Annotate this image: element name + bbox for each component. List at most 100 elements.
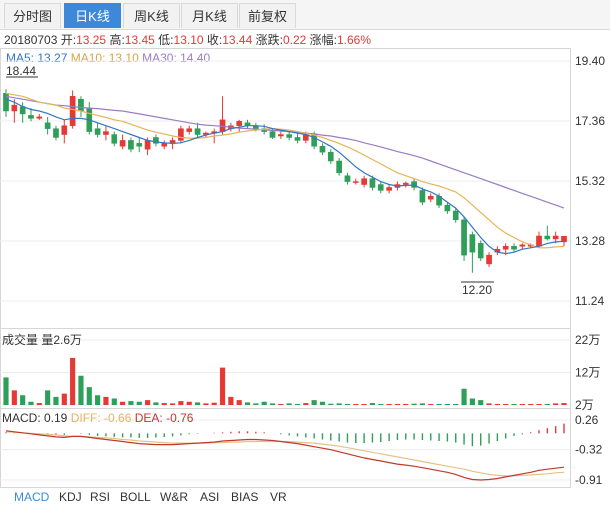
candle-body xyxy=(361,178,367,185)
candle xyxy=(419,187,426,206)
candle xyxy=(369,175,376,191)
candle-body xyxy=(153,137,159,144)
candle-body xyxy=(28,115,34,119)
ind-tab-wr[interactable]: W&R xyxy=(160,490,188,504)
volume-bar xyxy=(161,403,167,405)
tab-daily-k[interactable]: 日K线 xyxy=(64,3,121,28)
info-close: 13.44 xyxy=(222,33,253,47)
candle xyxy=(511,243,517,253)
candle-body xyxy=(511,246,517,250)
ind-tab-rsi[interactable]: RSI xyxy=(90,490,111,504)
volume-bar xyxy=(219,367,226,405)
candle-body xyxy=(477,243,484,259)
volume-bars xyxy=(3,357,567,405)
candle xyxy=(219,96,226,135)
volume-bar xyxy=(86,387,92,405)
info-close-label: 收: xyxy=(206,33,223,47)
candle xyxy=(236,119,243,132)
candle xyxy=(186,125,193,135)
volume-bar xyxy=(303,403,309,405)
price-tick-label: 17.36 xyxy=(575,114,605,128)
candle-body xyxy=(94,128,101,135)
volume-bar xyxy=(386,404,392,405)
candle xyxy=(153,134,159,147)
candle-body xyxy=(111,134,118,144)
candle-body xyxy=(194,128,201,135)
info-low-label: 低: xyxy=(158,33,174,47)
ind-tab-bias[interactable]: BIAS xyxy=(231,490,259,504)
candle xyxy=(119,134,126,150)
candle xyxy=(336,158,342,176)
candle xyxy=(477,240,484,261)
volume-bar xyxy=(494,404,500,405)
volume-bar xyxy=(53,396,59,405)
candle-body xyxy=(544,235,551,240)
volume-bar xyxy=(561,403,567,405)
volume-bar xyxy=(403,404,409,405)
tab-weekly-k[interactable]: 周K线 xyxy=(123,3,180,28)
candle-body xyxy=(278,134,284,137)
ind-tab-asi[interactable]: ASI xyxy=(200,490,220,504)
info-pct-label: 涨幅: xyxy=(309,33,337,47)
candle xyxy=(86,102,93,135)
volume-bar xyxy=(28,401,34,405)
candle-body xyxy=(178,128,184,141)
volume-bar xyxy=(278,404,284,405)
candle xyxy=(136,137,143,153)
volume-bar xyxy=(503,404,509,405)
moving-average-lines xyxy=(5,92,565,255)
candle xyxy=(344,172,351,185)
volume-bar xyxy=(70,357,76,405)
volume-bar xyxy=(519,404,525,405)
candle-body xyxy=(536,235,542,247)
candle-body xyxy=(61,125,68,135)
candle xyxy=(444,202,451,214)
info-low: 13.10 xyxy=(173,33,204,47)
volume-bar xyxy=(36,403,42,405)
volume-bar xyxy=(511,404,517,405)
candle-body xyxy=(344,175,351,182)
candle-body xyxy=(286,134,292,138)
candle xyxy=(469,231,476,273)
ma5-line xyxy=(5,98,565,255)
volume-bar xyxy=(353,404,359,405)
candle-body xyxy=(186,128,193,132)
candle xyxy=(319,143,326,156)
volume-bar xyxy=(236,400,242,405)
volume-bar xyxy=(478,400,484,405)
price-tick-label: 15.32 xyxy=(575,174,605,188)
candle-body xyxy=(161,143,168,147)
volume-tick-label: 2万 xyxy=(575,398,594,412)
volume-axis: 22万 12万 2万 xyxy=(575,333,600,412)
tab-forward-adjust[interactable]: 前复权 xyxy=(239,3,296,28)
ind-tab-macd[interactable]: MACD xyxy=(14,490,50,504)
tab-monthly-k[interactable]: 月K线 xyxy=(181,3,238,28)
candle xyxy=(427,193,434,203)
volume-title: 成交量 量2.6万 xyxy=(2,332,82,347)
volume-bar xyxy=(203,403,209,405)
tab-timeshare[interactable]: 分时图 xyxy=(4,3,61,28)
candle xyxy=(519,243,526,250)
kline-chart[interactable]: 19.40 17.36 15.32 13.28 11.24 22万 12万 2万 0.26 -… xyxy=(0,0,610,488)
candle-body xyxy=(11,104,18,112)
candle-body xyxy=(136,143,143,147)
volume-bar xyxy=(311,400,317,405)
ind-tab-kdj[interactable]: KDJ xyxy=(59,490,82,504)
ind-tab-boll[interactable]: BOLL xyxy=(120,490,151,504)
volume-bar xyxy=(544,404,550,405)
volume-bar xyxy=(294,404,301,405)
volume-bar xyxy=(120,401,126,405)
candle xyxy=(44,116,51,135)
info-high: 13.45 xyxy=(124,33,155,47)
candle-body xyxy=(444,204,451,212)
price-tick-label: 11.24 xyxy=(575,294,604,308)
candle-body xyxy=(377,184,384,191)
ind-tab-vr[interactable]: VR xyxy=(270,490,287,504)
volume-bar xyxy=(336,403,342,405)
volume-bar xyxy=(261,401,267,405)
candle-body xyxy=(269,131,276,138)
candle-body xyxy=(402,182,409,185)
candle xyxy=(327,149,334,164)
volume-bar xyxy=(394,404,401,405)
candle xyxy=(486,252,492,267)
